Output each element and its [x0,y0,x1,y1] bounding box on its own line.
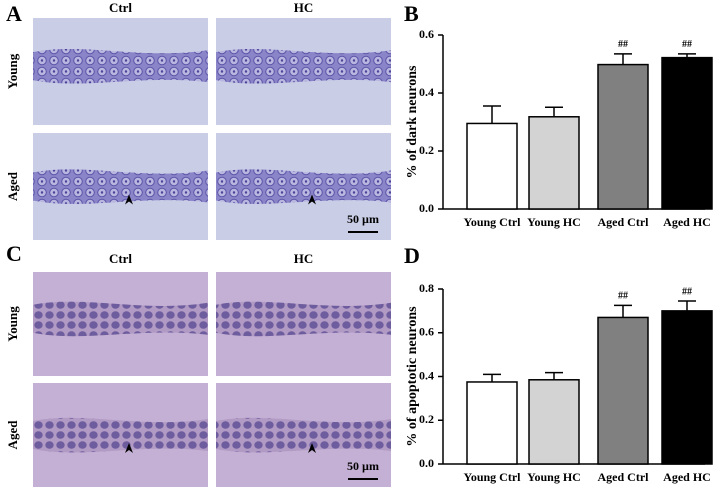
bar [466,122,518,210]
bar [528,116,580,210]
arrowhead [125,443,133,453]
cell-layer [33,301,208,337]
x-tick-label: Aged HC [663,470,711,484]
y-tick-label: 0.0 [419,456,434,470]
cell-layer [33,417,208,453]
x-tick-label: Aged Ctrl [598,215,650,229]
cell-layer [216,49,391,84]
row-label: Young [5,53,20,89]
column-label: HC [294,0,314,15]
y-tick-label: 0.6 [419,325,434,339]
x-tick-label: Young Ctrl [463,215,521,229]
bar [466,381,518,465]
cell-layer [216,417,391,453]
arrowhead [308,443,316,453]
y-axis-label: % of apoptotic neurons [405,306,420,447]
arrowhead [125,194,133,205]
significance-label: ## [682,286,692,297]
bar [528,379,580,465]
panel-label: C [6,241,22,266]
y-tick-label: 0.4 [419,368,434,382]
y-tick-label: 0.8 [419,281,434,295]
bar [597,63,649,210]
x-tick-label: Young HC [527,215,581,229]
scale-bar-label: 50 µm [347,212,379,226]
row-label: Aged [5,171,20,201]
bar [661,56,713,210]
significance-label: ## [682,39,692,50]
y-tick-label: 0.2 [419,143,434,157]
panel-label: A [6,1,22,26]
bar [661,310,713,465]
panel-label: B [404,1,419,26]
x-tick-label: Young Ctrl [463,470,521,484]
row-label: Young [5,306,20,342]
column-label: Ctrl [109,0,132,15]
significance-label: ## [618,39,628,50]
significance-label: ## [618,291,628,302]
row-label: Aged [5,420,20,450]
y-tick-label: 0.2 [419,412,434,426]
y-tick-label: 0.4 [419,85,434,99]
x-tick-label: Aged HC [663,215,711,229]
column-label: Ctrl [109,251,132,266]
arrowhead [308,194,316,205]
y-tick-label: 0.6 [419,27,434,41]
cell-layer [33,169,208,204]
cell-layer [216,301,391,337]
x-tick-label: Aged Ctrl [598,470,650,484]
cell-layer [33,49,208,84]
column-label: HC [294,251,314,266]
cell-layer [216,169,391,204]
x-tick-label: Young HC [527,470,581,484]
scale-bar-label: 50 µm [347,459,379,473]
y-tick-label: 0.0 [419,201,434,215]
panel-label: D [404,243,420,268]
panel-labels: A B C D [6,1,420,268]
y-axis-label: % of dark neurons [405,65,420,178]
bar [597,316,649,465]
